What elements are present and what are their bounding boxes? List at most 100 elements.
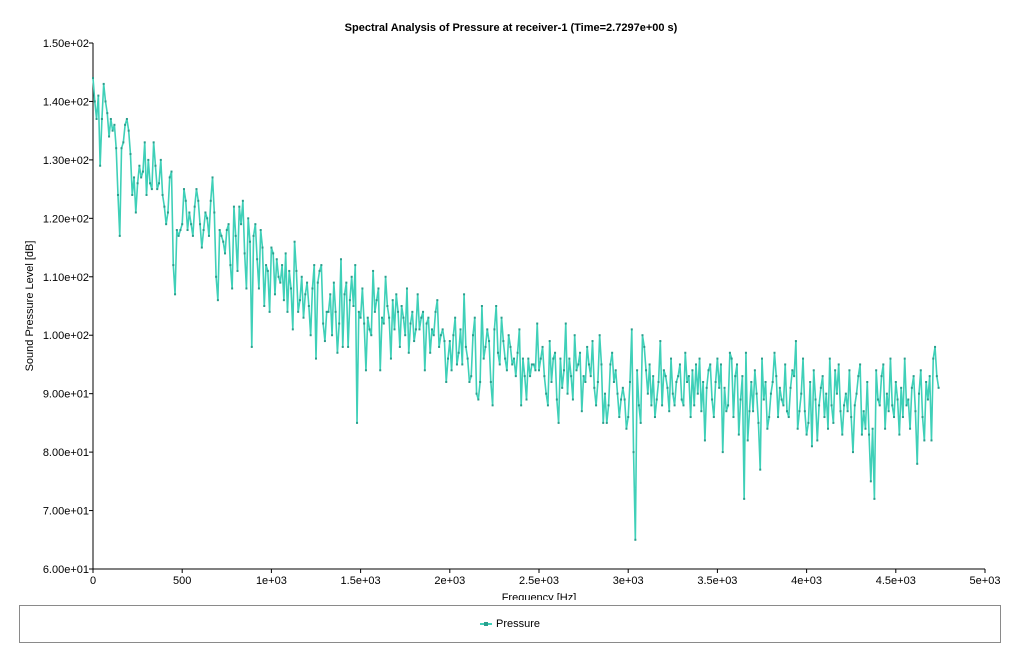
- legend-item-pressure[interactable]: Pressure: [479, 618, 540, 630]
- x-tick-label: 0: [90, 575, 96, 587]
- data-point: [746, 439, 749, 442]
- data-point: [587, 363, 590, 366]
- data-point: [109, 117, 112, 120]
- data-point: [579, 351, 582, 354]
- data-point: [532, 363, 535, 366]
- data-point: [782, 404, 785, 407]
- data-point: [796, 427, 799, 430]
- data-point: [339, 258, 342, 261]
- data-point: [598, 334, 601, 337]
- data-point: [787, 416, 790, 419]
- data-point: [181, 223, 184, 226]
- data-point: [511, 363, 514, 366]
- data-point: [273, 293, 276, 296]
- data-point: [464, 345, 467, 348]
- data-point: [306, 281, 309, 284]
- data-point: [409, 322, 412, 325]
- data-point: [297, 310, 300, 313]
- data-point: [682, 404, 685, 407]
- data-point: [315, 357, 317, 360]
- data-point: [348, 299, 351, 302]
- data-point: [288, 269, 291, 272]
- data-point: [393, 328, 396, 331]
- data-point: [634, 538, 637, 541]
- data-point: [843, 404, 846, 407]
- data-point: [389, 357, 392, 360]
- data-point: [816, 439, 819, 442]
- data-point: [907, 398, 910, 401]
- data-point: [894, 380, 897, 383]
- data-point: [711, 398, 714, 401]
- data-point: [659, 340, 662, 343]
- data-point: [728, 351, 731, 354]
- data-point: [447, 357, 450, 360]
- y-tick-label: 1.00e+02: [43, 330, 89, 342]
- data-point: [375, 299, 378, 302]
- data-point: [420, 316, 423, 319]
- data-point: [320, 264, 323, 267]
- data-point: [839, 410, 842, 413]
- data-point: [158, 182, 161, 185]
- data-point: [186, 229, 189, 232]
- data-point: [780, 398, 783, 401]
- data-point: [322, 322, 325, 325]
- spectral-chart: Spectral Analysis of Pressure at receive…: [24, 22, 1000, 604]
- y-tick-label: 1.20e+02: [43, 213, 89, 225]
- data-point: [131, 193, 134, 196]
- data-point: [195, 188, 198, 191]
- data-point: [414, 328, 417, 331]
- data-point: [138, 164, 141, 167]
- data-point: [133, 176, 136, 179]
- data-point: [562, 369, 565, 372]
- data-point: [245, 287, 248, 290]
- data-point: [620, 398, 623, 401]
- data-point: [281, 264, 284, 267]
- x-tick-label: 4.5e+03: [876, 575, 916, 587]
- data-point: [825, 392, 828, 395]
- data-point: [450, 369, 453, 372]
- data-point: [639, 421, 642, 424]
- data-point: [730, 357, 733, 360]
- data-point: [550, 380, 553, 383]
- data-point: [580, 410, 583, 413]
- data-point: [821, 375, 824, 378]
- data-point: [759, 468, 762, 471]
- data-point: [368, 328, 371, 331]
- x-tick-label: 500: [173, 575, 191, 587]
- data-point: [614, 369, 617, 372]
- data-point: [338, 322, 341, 325]
- x-tick-label: 3e+03: [613, 575, 644, 587]
- data-point: [689, 416, 692, 419]
- data-point: [837, 363, 840, 366]
- data-point: [575, 369, 578, 372]
- data-point: [828, 357, 831, 360]
- data-point: [177, 234, 180, 237]
- data-point: [140, 176, 143, 179]
- data-point: [366, 316, 369, 319]
- data-point: [568, 357, 571, 360]
- data-point: [229, 264, 232, 267]
- data-point: [332, 281, 335, 284]
- data-point: [862, 410, 865, 413]
- data-point: [174, 293, 177, 296]
- data-point: [917, 392, 920, 395]
- data-point: [882, 363, 885, 366]
- y-tick-label: 6.00e+01: [43, 564, 89, 576]
- data-point: [612, 380, 615, 383]
- data-point: [868, 433, 871, 436]
- data-point: [206, 217, 209, 220]
- data-point: [149, 182, 152, 185]
- data-point: [209, 199, 212, 202]
- data-point: [422, 310, 425, 313]
- data-point: [370, 334, 373, 337]
- data-point: [150, 188, 153, 191]
- y-axis-label: Sound Pressure Level [dB]: [24, 241, 36, 372]
- data-point: [227, 223, 230, 226]
- data-point: [623, 398, 626, 401]
- data-point: [441, 328, 444, 331]
- data-point: [141, 170, 144, 173]
- data-point: [844, 392, 847, 395]
- y-tick-label: 1.50e+02: [43, 38, 89, 50]
- data-point: [807, 421, 810, 424]
- data-point: [125, 117, 128, 120]
